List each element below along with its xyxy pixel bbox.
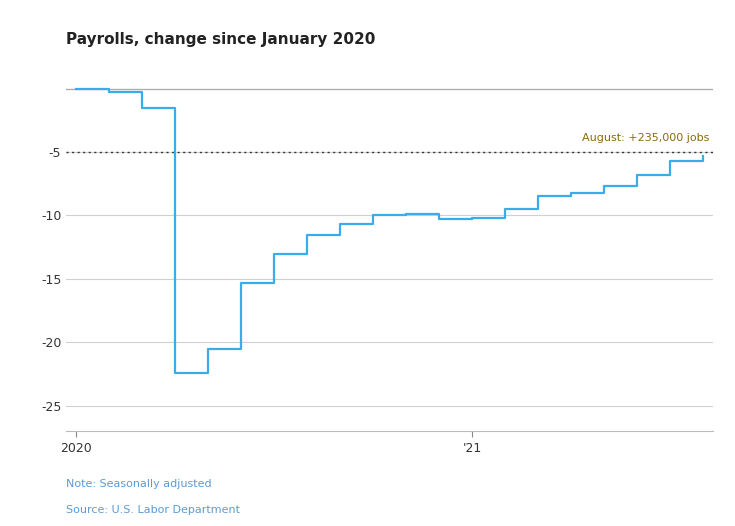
Text: Payrolls, change since January 2020: Payrolls, change since January 2020: [66, 32, 376, 47]
Text: Note: Seasonally adjusted: Note: Seasonally adjusted: [66, 479, 212, 489]
Text: Source: U.S. Labor Department: Source: U.S. Labor Department: [66, 505, 240, 515]
Text: August: +235,000 jobs: August: +235,000 jobs: [582, 133, 710, 143]
